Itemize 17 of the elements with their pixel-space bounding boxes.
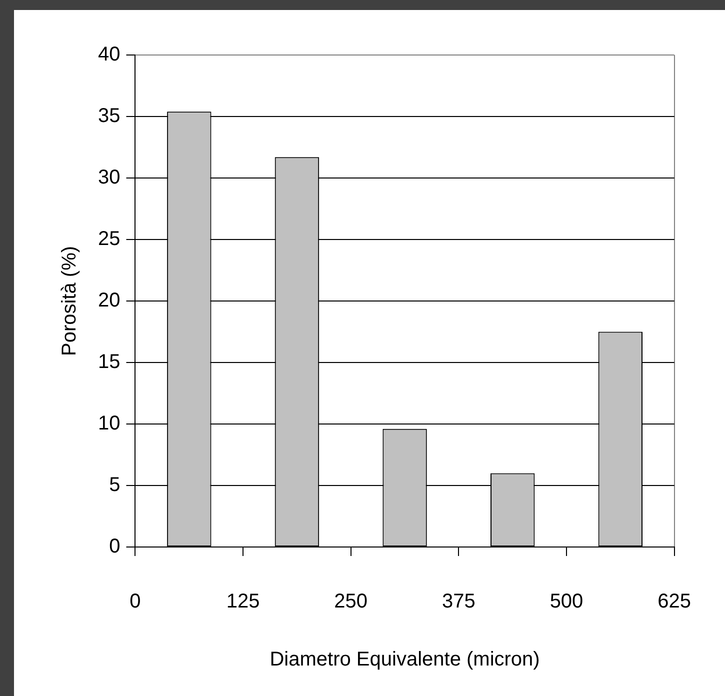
y-tick-label: 15 bbox=[98, 351, 120, 374]
x-tick-label: 250 bbox=[334, 590, 368, 613]
x-axis-title: Diametro Equivalente (micron) bbox=[270, 648, 540, 671]
x-tick-label: 625 bbox=[658, 590, 692, 613]
x-tick-label: 500 bbox=[550, 590, 584, 613]
y-axis-title: Porosità (%) bbox=[58, 246, 81, 356]
x-tick-label: 125 bbox=[226, 590, 260, 613]
y-tick-label: 0 bbox=[109, 536, 120, 558]
x-tick-label: 375 bbox=[442, 590, 476, 613]
y-tick-label: 20 bbox=[98, 290, 120, 312]
y-tick-label: 5 bbox=[109, 474, 120, 496]
y-tick-label: 10 bbox=[98, 412, 120, 435]
y-tick-label: 25 bbox=[98, 228, 120, 250]
x-tick-label: 0 bbox=[130, 590, 141, 613]
y-tick-label: 35 bbox=[98, 105, 120, 128]
y-tick-label: 40 bbox=[98, 44, 120, 66]
y-tick-label: 30 bbox=[98, 166, 120, 189]
